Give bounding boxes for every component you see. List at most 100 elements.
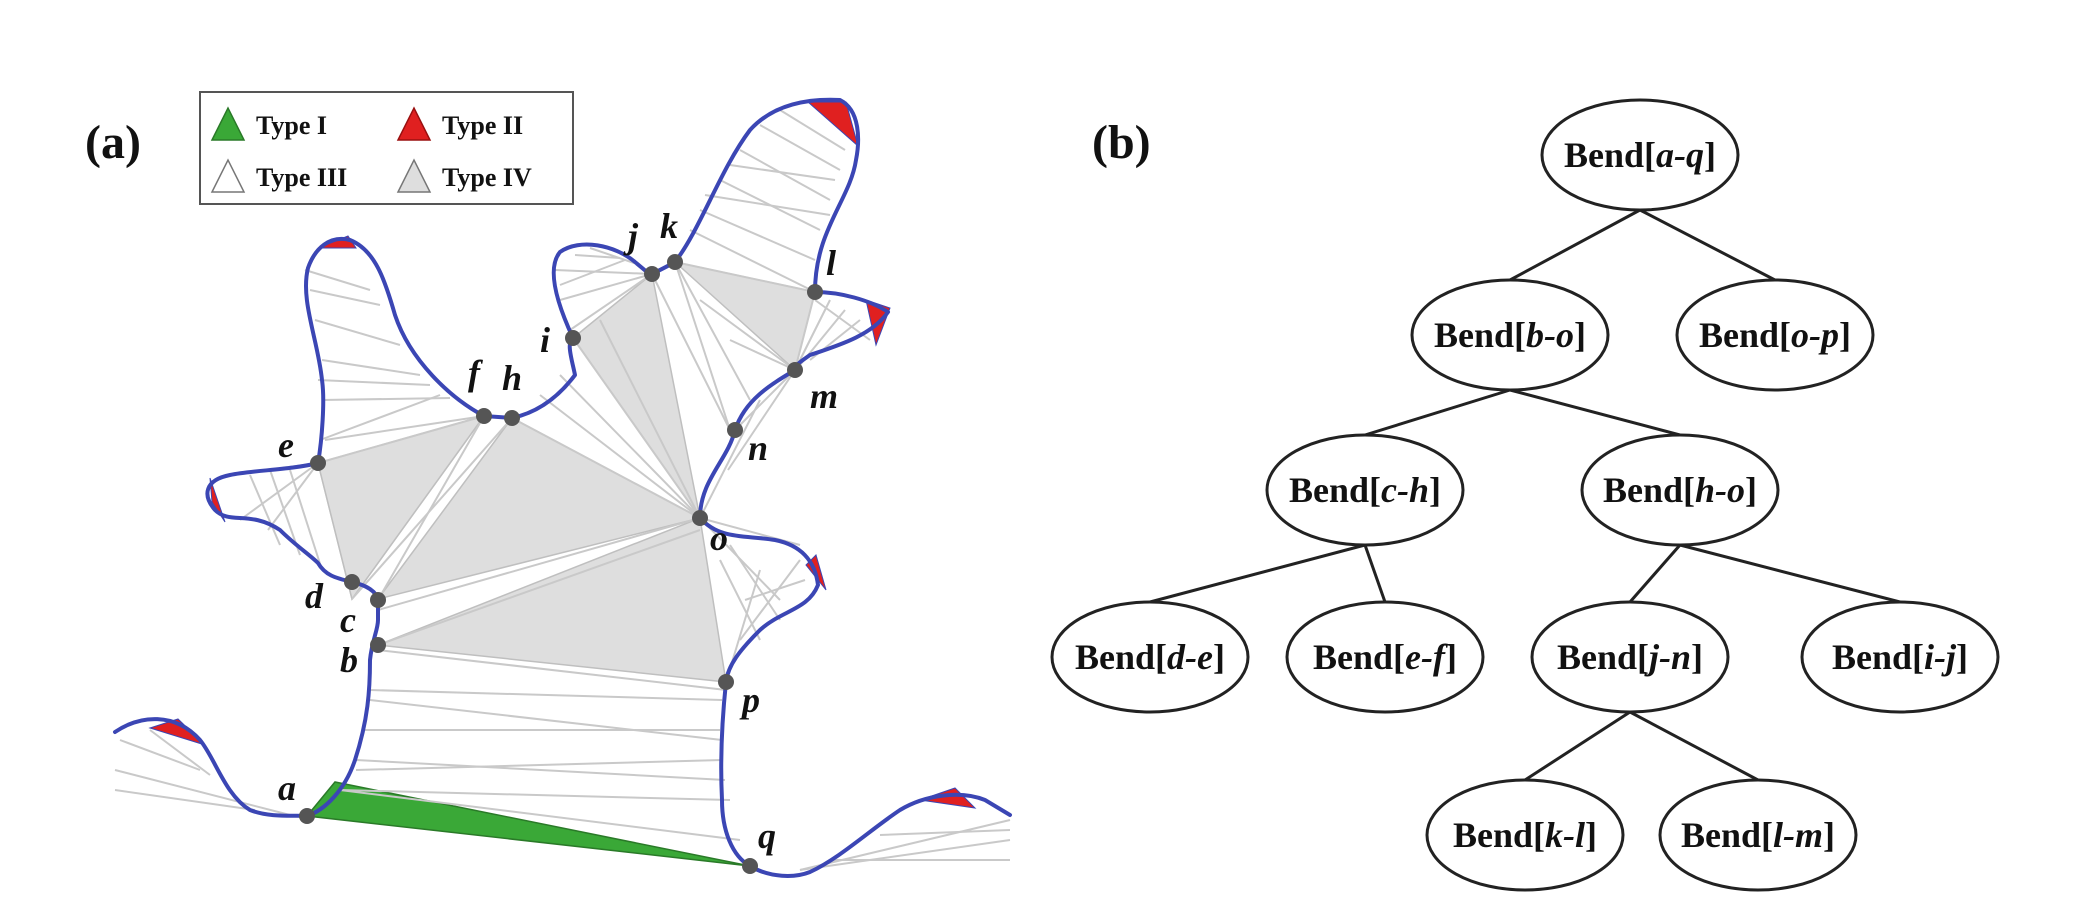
- tri-line: [369, 689, 723, 701]
- tree-node-de: Bend[d-e]: [1050, 600, 1250, 714]
- tri-line: [794, 299, 831, 371]
- tree-node-range: j-n: [1644, 637, 1691, 677]
- tree-node-op: Bend[o-p]: [1675, 278, 1875, 392]
- tri-line: [377, 517, 701, 611]
- tri-line: [729, 164, 836, 181]
- tri-line: [719, 559, 761, 641]
- tri-line: [674, 261, 816, 293]
- tri-line: [574, 254, 621, 259]
- tree-node-range: e-f: [1405, 637, 1448, 677]
- tri-line: [319, 394, 441, 441]
- point-label-h: h: [502, 358, 522, 398]
- points: [299, 254, 823, 874]
- tri-line: [114, 769, 291, 816]
- tree-node-bracket: ]: [1574, 315, 1586, 355]
- point-label-f: f: [468, 353, 483, 393]
- point-i-dot: [565, 330, 581, 346]
- point-c-dot: [370, 592, 386, 608]
- tree-node-ho: Bend[h-o]: [1580, 433, 1780, 547]
- tri-line: [317, 415, 485, 464]
- tree-node-label: Bend[o-p]: [1699, 315, 1851, 355]
- tree-node-word: Bend[: [1832, 637, 1924, 677]
- tree-node-bracket: ]: [1213, 637, 1225, 677]
- tri-line: [339, 789, 731, 801]
- tri-line: [539, 394, 701, 519]
- point-q-dot: [742, 858, 758, 874]
- tree-node-ellipse: [1540, 98, 1740, 212]
- legend-label-type-ii: Type II: [442, 111, 523, 140]
- tri-line: [879, 829, 1011, 836]
- point-m-dot: [787, 362, 803, 378]
- tree-node-word: Bend[: [1603, 470, 1695, 510]
- tree-node-ellipse: [1285, 600, 1485, 714]
- type-ii-swatch: [396, 106, 432, 141]
- point-label-k: k: [660, 206, 678, 246]
- tree-node-ellipse: [1580, 433, 1780, 547]
- point-label-l: l: [826, 243, 836, 283]
- tree-node-ellipse: [1410, 278, 1610, 392]
- tri-line: [689, 229, 816, 293]
- tri-line: [589, 247, 641, 266]
- point-label-n: n: [748, 428, 768, 468]
- tri-line: [289, 469, 323, 571]
- tri-line: [351, 417, 513, 600]
- tree-node-ellipse: [1425, 778, 1625, 892]
- point-label-c: c: [340, 600, 356, 640]
- red-triangle: [919, 787, 977, 809]
- tree-node-ellipse: [1265, 433, 1465, 547]
- gray-triangle: [672, 260, 816, 372]
- tree-node-ch: Bend[c-h]: [1265, 433, 1465, 547]
- point-b-dot: [370, 637, 386, 653]
- tri-line: [314, 319, 401, 346]
- red-triangle: [806, 101, 859, 148]
- tree-edge-ho-jn: [1628, 544, 1682, 603]
- tree-node-label: Bend[i-j]: [1832, 637, 1968, 677]
- tree-node-range: l-m: [1773, 815, 1823, 855]
- tri-line: [744, 579, 806, 601]
- tree-node-range: h-o: [1695, 470, 1745, 510]
- tree-node-range: k-l: [1545, 815, 1585, 855]
- type-iv-triangles: [317, 260, 816, 683]
- point-label-d: d: [305, 576, 324, 616]
- tri-line: [704, 194, 831, 216]
- tree-node-word: Bend[: [1557, 637, 1649, 677]
- point-l-dot: [807, 284, 823, 300]
- tree-nodes: Bend[a-q]Bend[b-o] Bend[o-p]Bend[c-h] Bend…: [1050, 98, 2000, 892]
- tri-line: [739, 149, 831, 201]
- tri-line: [569, 273, 653, 331]
- type-iv-swatch: [396, 158, 432, 193]
- tree-edge-jn-lm: [1629, 710, 1759, 782]
- tree-node-bracket: ]: [1429, 470, 1441, 510]
- tree-node-bracket: ]: [1745, 470, 1757, 510]
- point-label-i: i: [540, 320, 550, 360]
- tri-line: [511, 417, 701, 519]
- tree-node-bracket: ]: [1585, 815, 1597, 855]
- tree-node-label: Bend[b-o]: [1434, 315, 1586, 355]
- tri-line: [554, 269, 653, 275]
- type-iii-swatch: [210, 158, 246, 193]
- tree-node-word: Bend[: [1681, 815, 1773, 855]
- type-i-triangle: [305, 781, 751, 867]
- point-j-dot: [644, 266, 660, 282]
- tri-line: [699, 209, 816, 261]
- tree-node-word: Bend[: [1289, 470, 1381, 510]
- tri-line: [355, 759, 726, 781]
- tri-line: [572, 337, 701, 519]
- tree-edge-bo-ho: [1509, 388, 1681, 437]
- point-label-o: o: [710, 518, 728, 558]
- point-o-dot: [692, 510, 708, 526]
- tri-line: [651, 273, 731, 431]
- tree-edge-ch-de: [1149, 543, 1366, 604]
- tri-line: [799, 839, 1011, 871]
- tree-node-word: Bend[: [1313, 637, 1405, 677]
- tree-node-label: Bend[k-l]: [1453, 815, 1597, 855]
- tree-node-ellipse: [1050, 600, 1250, 714]
- tree-node-bracket: ]: [1691, 637, 1703, 677]
- legend-label-type-iii: Type III: [256, 163, 347, 192]
- tri-line: [559, 259, 626, 286]
- tri-line: [369, 699, 723, 741]
- tree-node-label: Bend[e-f]: [1313, 637, 1457, 677]
- tri-line: [317, 379, 431, 386]
- tri-line: [114, 789, 256, 811]
- tri-line: [739, 559, 801, 641]
